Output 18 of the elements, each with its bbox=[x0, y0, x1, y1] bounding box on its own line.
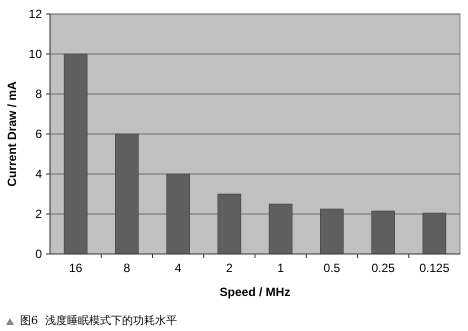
caption: 图6 浅度睡眠模式下的功耗水平 bbox=[20, 314, 177, 327]
x-tick-label: 0.5 bbox=[324, 261, 341, 275]
x-tick-label: 16 bbox=[68, 261, 83, 275]
x-tick-label: 2 bbox=[226, 261, 234, 275]
x-tick-label: 4 bbox=[174, 261, 182, 275]
x-tick-label: 8 bbox=[124, 261, 131, 275]
x-tick-label: 1 bbox=[277, 261, 284, 275]
y-tick-label: 12 bbox=[28, 7, 42, 22]
y-tick-label: 6 bbox=[35, 127, 42, 142]
y-tick-label: 8 bbox=[35, 87, 42, 102]
y-axis-title: Current Draw / mA bbox=[5, 80, 19, 187]
y-tick-label: 10 bbox=[28, 47, 42, 62]
x-axis-title: Speed / MHz bbox=[220, 285, 290, 299]
x-tick-label: 0.125 bbox=[419, 261, 450, 275]
y-tick-label: 2 bbox=[35, 207, 42, 222]
y-tick-label: 4 bbox=[35, 167, 42, 182]
y-tick-label: 0 bbox=[35, 247, 42, 262]
x-tick-label: 0.25 bbox=[371, 261, 396, 275]
